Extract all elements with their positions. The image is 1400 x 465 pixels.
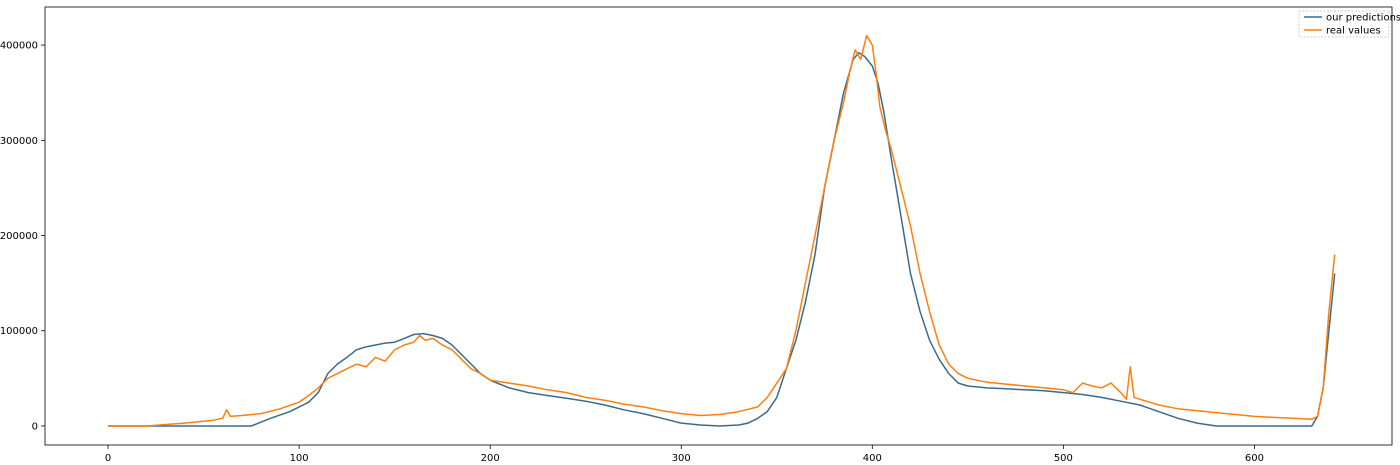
x-tick-label: 400	[863, 453, 882, 464]
x-tick-label: 300	[672, 453, 691, 464]
x-tick-label: 600	[1245, 453, 1264, 464]
legend-label-real-values: real values	[1326, 26, 1381, 37]
series-line-real-values	[108, 34, 1336, 427]
x-tick-label: 100	[290, 453, 309, 464]
y-tick-label: 100000	[0, 326, 38, 337]
y-tick-label: 400000	[0, 41, 38, 52]
plot-area	[44, 6, 1393, 446]
x-tick-label: 0	[105, 453, 111, 464]
legend-label-our-predictions: our predictions	[1326, 13, 1400, 24]
legend: our predictions real values	[1298, 10, 1400, 38]
y-tick-label: 0	[32, 421, 38, 432]
series-line-our-predictions	[108, 51, 1336, 427]
series-layer	[108, 34, 1336, 427]
y-tick-label: 200000	[0, 231, 38, 242]
x-axis: 0 100 200 300 400 500 600	[105, 445, 1264, 464]
x-tick-label: 500	[1054, 453, 1073, 464]
legend-box	[1298, 10, 1390, 38]
y-tick-label: 300000	[0, 136, 38, 147]
y-axis: 0 100000 200000 300000 400000	[0, 41, 45, 432]
x-tick-label: 200	[481, 453, 500, 464]
